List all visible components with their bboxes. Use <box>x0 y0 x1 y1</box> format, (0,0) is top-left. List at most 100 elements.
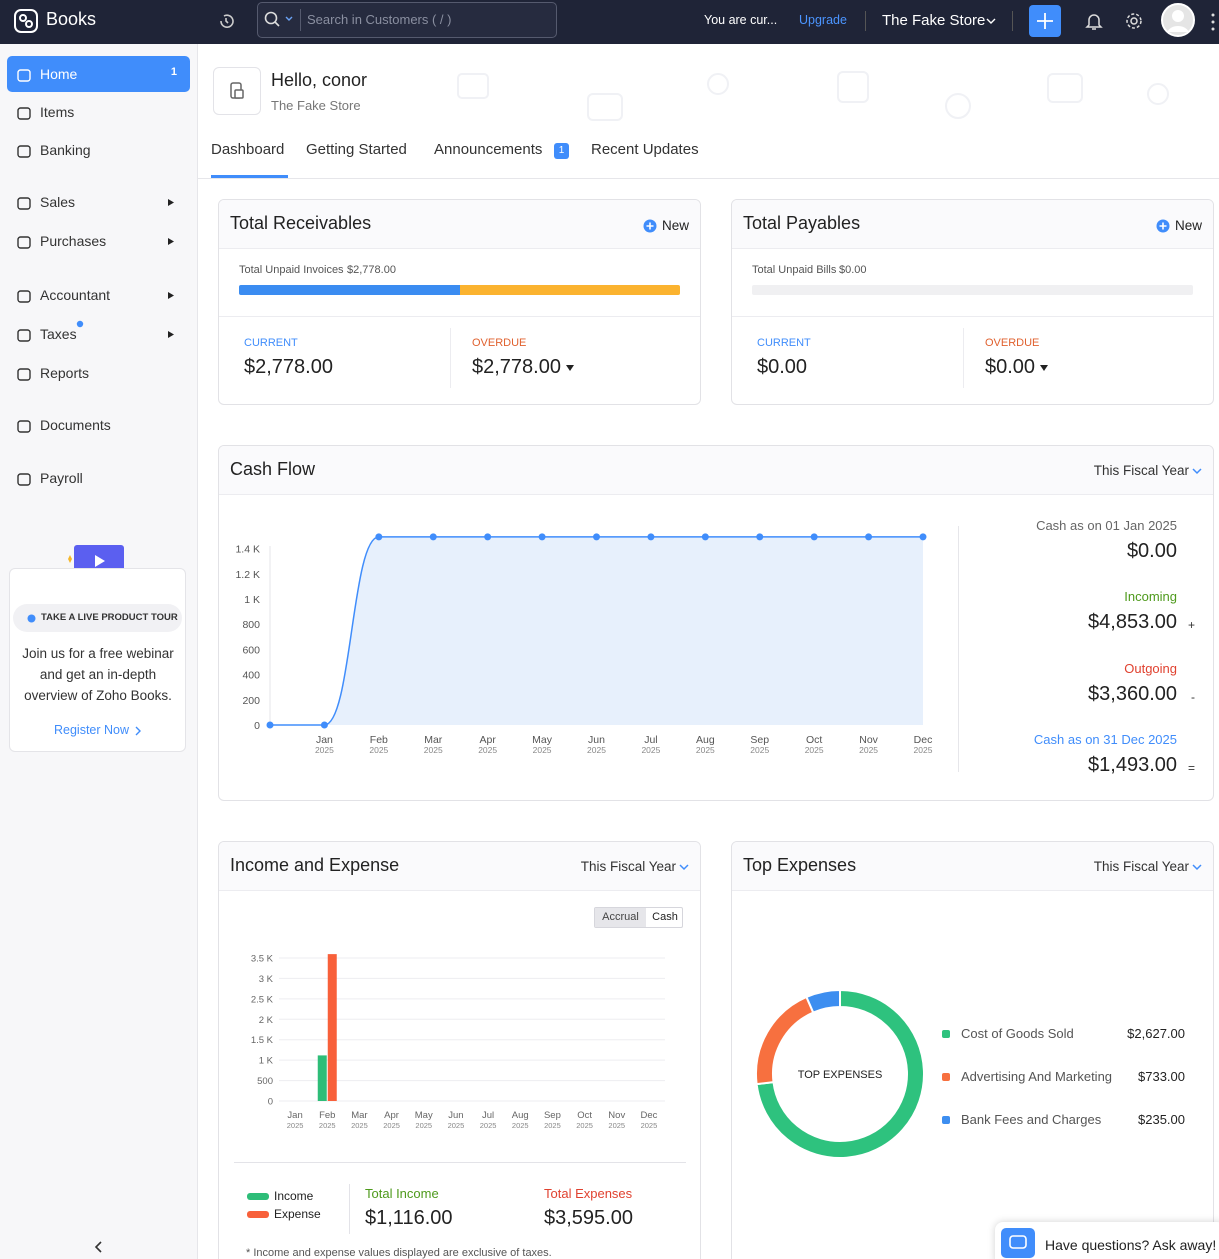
period-select[interactable]: This Fiscal Year <box>1093 859 1189 874</box>
recent-icon[interactable] <box>216 11 236 31</box>
progress-track <box>239 285 680 295</box>
arrow-shape <box>1040 365 1048 371</box>
x-tick-label: Oct <box>806 734 822 746</box>
x-tick-label: Jun <box>448 1110 463 1121</box>
nav-item[interactable]: Purchases <box>7 223 190 259</box>
nav-icon <box>17 473 31 486</box>
chevron <box>1192 468 1202 475</box>
legend-value: $2,627.00 <box>1127 1026 1185 1041</box>
nav-item[interactable]: Banking <box>7 132 190 168</box>
point <box>647 533 655 541</box>
nav-label: Accountant <box>40 287 111 303</box>
basis-option[interactable]: Accrual <box>595 908 646 927</box>
receivables-card: Total Receivables New Total Unpaid Invoice… <box>218 199 701 405</box>
center-label: TOP EXPENSES <box>798 1069 883 1081</box>
legend-label: Bank Fees and Charges <box>961 1112 1102 1127</box>
x-tick-label: May <box>532 734 553 746</box>
tab-bar: Dashboard Getting Started Announcements 1 Re… <box>198 128 1219 179</box>
x-tick-year: 2025 <box>805 745 824 755</box>
x-tick-label: Jul <box>482 1110 494 1121</box>
nav-icon <box>17 197 31 210</box>
x-tick-label: May <box>415 1110 433 1121</box>
nav-item[interactable]: Taxes <box>7 316 190 352</box>
nav-icon <box>17 329 31 342</box>
nav-item[interactable]: Reports <box>7 355 190 391</box>
top-expenses-chart: TOP EXPENSES <box>755 988 925 1159</box>
basis-option[interactable]: Cash <box>652 911 678 923</box>
x-tick-year: 2025 <box>544 1121 561 1130</box>
x-tick-label: Mar <box>351 1110 367 1121</box>
help-widget[interactable]: Have questions? Ask away! <box>995 1222 1219 1259</box>
promo-text: Join us for a free webinar and get an in… <box>22 646 174 703</box>
x-tick-year: 2025 <box>478 745 497 755</box>
x-tick-year: 2025 <box>369 745 388 755</box>
tab[interactable]: Getting Started <box>306 141 407 158</box>
notifications[interactable] <box>1085 11 1103 31</box>
cash-flow-card: Cash Flow This Fiscal Year 0 200 400 600 800… <box>218 445 1214 801</box>
total-label: Total Expenses <box>544 1186 633 1201</box>
total-label: Total Income <box>365 1186 439 1201</box>
legend-swatch <box>247 1193 269 1200</box>
org-logo <box>213 67 261 115</box>
summary-value: $3,360.00 <box>1088 683 1177 705</box>
summary-label: Cash as on 01 Jan 2025 <box>1036 518 1177 533</box>
period-select[interactable]: This Fiscal Year <box>580 859 676 874</box>
quick-create[interactable] <box>1029 5 1061 37</box>
nav-item[interactable]: Documents <box>7 407 190 443</box>
more[interactable] <box>1209 12 1217 32</box>
x-tick-label: Jul <box>644 734 657 746</box>
current-bar <box>239 285 460 295</box>
tab[interactable]: Dashboard <box>211 141 285 158</box>
help-icon <box>1001 1228 1035 1258</box>
card-header <box>732 842 1213 891</box>
new-button[interactable]: New <box>662 218 690 233</box>
icon-shape <box>17 290 31 303</box>
overdue-label: OVERDUE <box>985 337 1040 349</box>
logo[interactable] <box>13 8 39 34</box>
nav-item[interactable]: Sales <box>7 184 190 220</box>
brand[interactable]: Books <box>46 9 97 29</box>
x-tick-label: Jan <box>316 734 333 746</box>
x-tick-label: Nov <box>608 1110 625 1121</box>
arrow-shape <box>168 238 174 245</box>
expand-arrow <box>168 199 174 206</box>
nav-item[interactable]: Payroll <box>7 460 190 496</box>
current-label: CURRENT <box>757 337 811 349</box>
org-switcher[interactable]: The Fake Store <box>882 12 986 29</box>
x-tick-label: Dec <box>640 1110 657 1121</box>
x-tick-year: 2025 <box>480 1121 497 1130</box>
arrow-shape <box>168 199 174 206</box>
footnote: * Income and expense values displayed ar… <box>246 1247 552 1259</box>
help-text: Have questions? Ask away! <box>1045 1237 1217 1253</box>
avatar[interactable] <box>1161 3 1195 37</box>
x-tick-year: 2025 <box>859 745 878 755</box>
nav-label: Sales <box>40 194 76 210</box>
icon-shape <box>17 107 31 120</box>
icon-shape <box>17 236 31 249</box>
x-tick-year: 2025 <box>512 1121 529 1130</box>
x-tick-year: 2025 <box>415 1121 432 1130</box>
summary-value: $0.00 <box>1126 540 1177 562</box>
search-box[interactable]: Search in Customers ( / ) <box>257 2 557 38</box>
point <box>538 533 546 541</box>
nav-item[interactable]: Home 1 <box>7 56 190 92</box>
summary-value: $1,493.00 <box>1088 754 1177 776</box>
collapse-sidebar[interactable] <box>92 1240 106 1254</box>
upgrade-link[interactable]: Upgrade <box>799 13 847 27</box>
expand-arrow <box>168 238 174 245</box>
tab[interactable]: Recent Updates <box>591 141 699 158</box>
x-tick-label: Feb <box>370 734 388 746</box>
chevron <box>679 864 689 871</box>
legend-swatch <box>942 1030 950 1038</box>
nav-item[interactable]: Accountant <box>7 277 190 313</box>
period-select[interactable]: This Fiscal Year <box>1093 463 1189 478</box>
point <box>756 533 764 541</box>
new-button[interactable]: New <box>1175 218 1203 233</box>
y-tick-label: 2 K <box>259 1015 274 1026</box>
settings[interactable] <box>1124 11 1144 31</box>
tab[interactable]: Announcements <box>434 141 543 158</box>
y-tick-label: 3.5 K <box>251 954 274 965</box>
register-link[interactable]: Register Now <box>54 723 130 737</box>
x-tick-label: Sep <box>750 734 769 746</box>
nav-item[interactable]: Items <box>7 94 190 130</box>
